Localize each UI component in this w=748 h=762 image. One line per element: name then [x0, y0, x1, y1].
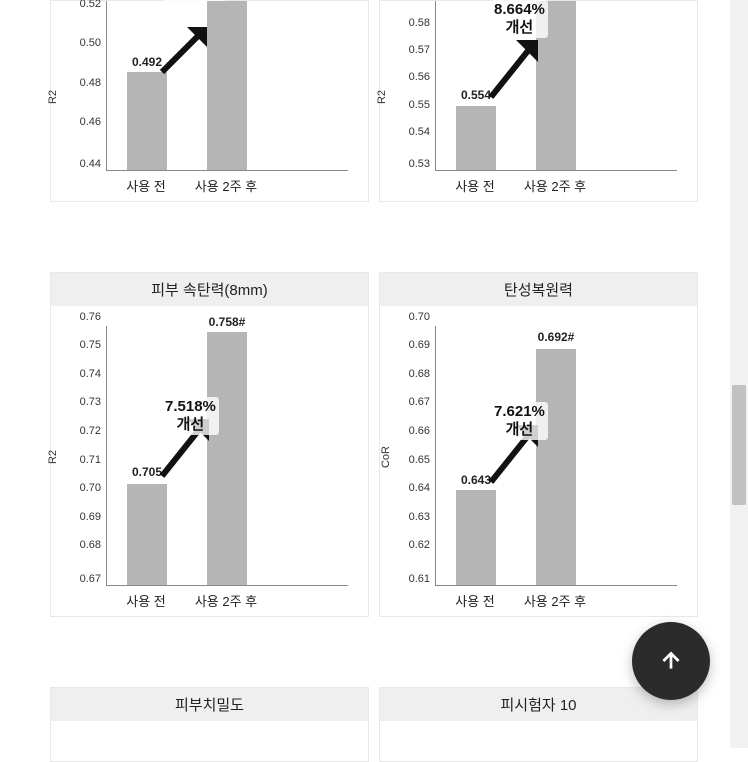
- chart-title: 피부 속탄력(8mm): [51, 273, 368, 306]
- plot-area: 0.705 0.758# 7.518% 개선: [106, 326, 348, 586]
- y-axis: 0.67 0.68 0.69 0.70 0.71 0.72 0.73 0.74 …: [61, 326, 101, 586]
- x-axis: 사용 전 사용 2주 후: [106, 591, 348, 611]
- improvement-label: 8.664% 개선: [491, 0, 548, 38]
- improvement-label: 7.621% 개선: [491, 402, 548, 440]
- y-axis: 0.44 0.46 0.48 0.50 0.52: [61, 1, 101, 171]
- chart-area: R2 0.67 0.68 0.69 0.70 0.71 0.72 0.73 0.…: [51, 306, 368, 616]
- plot-area: 0.492 13.821% 개선: [106, 1, 348, 171]
- bar-after: [536, 349, 576, 585]
- scrollbar-thumb[interactable]: [732, 385, 746, 505]
- scroll-to-top-button[interactable]: [632, 622, 710, 700]
- chart-card-6: 피시험자 10: [379, 687, 698, 762]
- y-axis-label: R2: [47, 90, 59, 104]
- x-axis: 사용 전 사용 2주 후: [106, 176, 348, 196]
- plot-area: 0.554 8.664% 개선: [435, 1, 677, 171]
- chart-title: 탄성복원력: [380, 273, 697, 306]
- chart-area: R2 0.44 0.46 0.48 0.50 0.52 0.492 13.821…: [51, 1, 368, 201]
- chart-card-2: R2 0.53 0.54 0.55 0.56 0.57 0.58 0.59 0.…: [379, 0, 698, 202]
- plot-area: 0.643 0.692# 7.621% 개선: [435, 326, 677, 586]
- bar-before: [456, 106, 496, 170]
- x-axis: 사용 전 사용 2주 후: [435, 591, 677, 611]
- bar-after-value: 0.758#: [209, 315, 246, 329]
- chart-area: CoR 0.61 0.62 0.63 0.64 0.65 0.66 0.67 0…: [380, 306, 697, 616]
- arrow-up-icon: [658, 648, 684, 674]
- chart-area-cut: [51, 721, 368, 761]
- x-axis: 사용 전 사용 2주 후: [435, 176, 677, 196]
- chart-card-3: 피부 속탄력(8mm) R2 0.67 0.68 0.69 0.70 0.71 …: [50, 272, 369, 617]
- bar-before-value: 0.492: [132, 55, 162, 69]
- y-axis-label: R2: [47, 450, 59, 464]
- chart-area-cut: [380, 721, 697, 761]
- y-axis-label: R2: [376, 90, 388, 104]
- scrollbar-track[interactable]: [730, 0, 748, 748]
- chart-card-4: 탄성복원력 CoR 0.61 0.62 0.63 0.64 0.65 0.66 …: [379, 272, 698, 617]
- y-axis: 0.53 0.54 0.55 0.56 0.57 0.58 0.59: [390, 1, 430, 171]
- bar-after-value: 0.692#: [538, 330, 575, 344]
- bar-before: [456, 490, 496, 585]
- bar-before-value: 0.705: [132, 465, 162, 479]
- bar-after: [207, 1, 247, 170]
- bar-before: [127, 484, 167, 585]
- chart-title: 피부치밀도: [51, 688, 368, 721]
- bar-before-value: 0.643: [461, 473, 491, 487]
- y-axis: 0.61 0.62 0.63 0.64 0.65 0.66 0.67 0.68 …: [390, 326, 430, 586]
- improvement-label: 7.518% 개선: [162, 397, 219, 435]
- bar-after: [207, 332, 247, 585]
- improvement-label: 13.821% 개선: [162, 0, 227, 1]
- bar-before: [127, 72, 167, 170]
- bar-before-value: 0.554: [461, 88, 491, 102]
- chart-card-5: 피부치밀도: [50, 687, 369, 762]
- chart-area: R2 0.53 0.54 0.55 0.56 0.57 0.58 0.59 0.…: [380, 1, 697, 201]
- chart-card-1: R2 0.44 0.46 0.48 0.50 0.52 0.492 13.821…: [50, 0, 369, 202]
